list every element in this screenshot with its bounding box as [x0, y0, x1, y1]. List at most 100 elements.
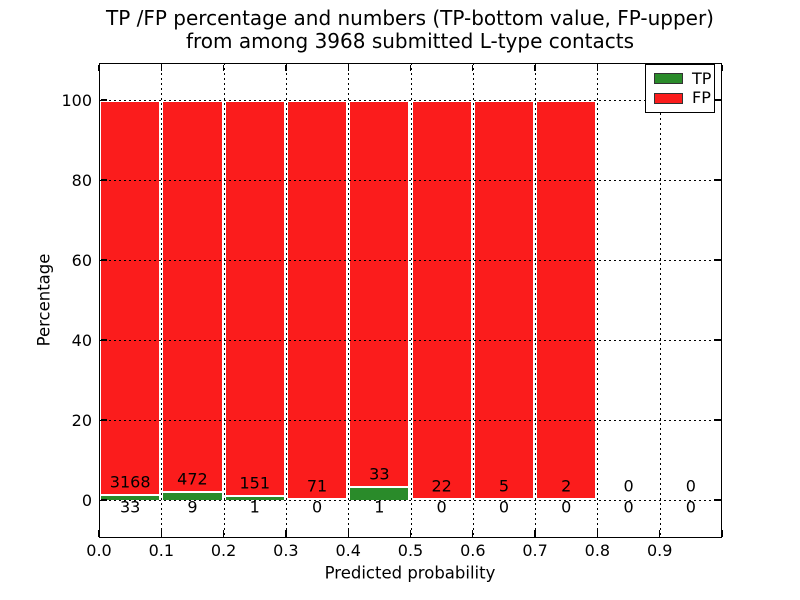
legend-label-fp: FP: [692, 88, 711, 108]
y-tick-left-100: [100, 99, 108, 101]
tp-swatch-icon: [654, 73, 683, 85]
bar-fp-bin-7: [535, 100, 598, 500]
tp-count-label-bin-8: 0: [623, 497, 634, 517]
legend: TP FP: [645, 64, 715, 113]
fp-count-label-bin-2: 151: [239, 473, 271, 493]
gridline-x-0.1: [161, 63, 163, 538]
y-tick-label-0: 0: [81, 490, 92, 510]
legend-label-tp: TP: [692, 68, 712, 88]
x-tick-top-10: [721, 64, 723, 72]
bar-fp-bin-5: [410, 100, 473, 500]
x-tick-top-0: [98, 64, 100, 72]
tp-count-label-bin-1: 9: [187, 497, 198, 517]
x-tick-label-0.2: 0.2: [210, 541, 237, 560]
gridline-x-0.5: [410, 63, 412, 538]
tp-count-label-bin-0: 33: [119, 497, 141, 517]
fp-count-label-bin-6: 5: [498, 476, 510, 496]
x-tick-top-2: [222, 64, 225, 72]
x-tick-label-0.7: 0.7: [522, 541, 548, 560]
y-tick-right-60: [714, 259, 721, 261]
x-tick-label-0.8: 0.8: [584, 541, 611, 560]
legend-entry-fp: FP: [646, 90, 714, 106]
gridline-x-0.9: [659, 63, 661, 538]
x-tick-label-0.5: 0.5: [397, 541, 424, 560]
x-tick-top-7: [534, 64, 536, 72]
x-tick-label-0.9: 0.9: [646, 541, 673, 560]
x-tick-bottom-4: [347, 530, 349, 537]
x-tick-top-6: [472, 64, 474, 72]
x-tick-label-0.4: 0.4: [335, 541, 361, 560]
tp-count-label-bin-4: 1: [374, 497, 385, 517]
tp-count-label-bin-6: 0: [498, 497, 510, 517]
bar-fp-bin-3: [285, 100, 349, 500]
fp-swatch-icon: [654, 92, 683, 104]
y-tick-left-80: [100, 179, 108, 181]
x-tick-bottom-7: [534, 530, 536, 537]
y-tick-left-0: [100, 499, 108, 501]
gridline-x-0.4: [348, 63, 350, 538]
y-tick-right-20: [714, 419, 721, 421]
bar-tp-bin-4: [350, 488, 409, 500]
x-tick-top-8: [596, 64, 599, 72]
bar-fp-bin-6: [472, 100, 536, 500]
chart-title-line2: from among 3968 submitted L-type contact…: [185, 29, 635, 53]
gridline-x-0.6: [472, 63, 474, 538]
x-tick-top-1: [160, 64, 162, 72]
bar-fp-bin-0: [99, 100, 162, 496]
tp-count-label-bin-7: 0: [561, 497, 572, 517]
bar-fp-bin-4: [348, 100, 411, 489]
tp-count-label-bin-3: 0: [311, 497, 323, 517]
x-tick-bottom-10: [721, 530, 723, 537]
x-tick-label-0.3: 0.3: [273, 541, 299, 560]
bar-fp-bin-2: [223, 100, 286, 498]
bar-tp-bin-2: [225, 497, 284, 500]
fp-count-label-bin-3: 71: [306, 476, 328, 496]
plot-area: [99, 63, 722, 538]
x-axis-label: Predicted probability: [324, 563, 496, 583]
y-tick-right-80: [714, 179, 721, 181]
x-tick-bottom-2: [222, 530, 225, 537]
y-tick-right-40: [714, 339, 721, 341]
bar-fp-bin-1: [161, 100, 224, 493]
x-tick-bottom-8: [596, 530, 599, 537]
fp-count-label-bin-4: 33: [369, 464, 390, 484]
chart-title: TP /FP percentage and numbers (TP-bottom…: [106, 7, 714, 53]
y-tick-label-80: 80: [71, 170, 92, 190]
bar-tp-bin-0: [101, 495, 160, 500]
x-tick-label-0.6: 0.6: [460, 541, 486, 560]
x-tick-bottom-6: [472, 530, 474, 537]
chart-title-line1: TP /FP percentage and numbers (TP-bottom…: [106, 6, 714, 30]
bar-tp-bin-1: [163, 492, 222, 500]
x-tick-bottom-3: [285, 530, 287, 537]
gridline-x-0.3: [285, 63, 287, 538]
x-tick-bottom-0: [98, 530, 100, 537]
y-tick-label-40: 40: [71, 330, 92, 350]
y-tick-left-20: [100, 419, 108, 421]
y-tick-left-40: [100, 339, 108, 341]
tp-count-label-bin-5: 0: [436, 497, 447, 517]
y-tick-label-100: 100: [61, 90, 92, 110]
y-axis-label: Percentage: [34, 253, 54, 347]
gridline-x-0.8: [597, 63, 599, 538]
x-tick-top-3: [285, 64, 287, 72]
x-tick-top-5: [409, 64, 412, 72]
fp-count-label-bin-8: 0: [623, 476, 634, 496]
x-tick-bottom-5: [409, 530, 412, 537]
y-tick-label-60: 60: [71, 250, 92, 270]
gridline-x-0.2: [223, 63, 225, 538]
y-tick-right-0: [714, 499, 721, 501]
legend-entry-tp: TP: [646, 68, 714, 88]
tp-count-label-bin-9: 0: [685, 497, 696, 517]
fp-count-label-bin-1: 472: [177, 469, 208, 489]
y-tick-right-100: [714, 99, 721, 101]
x-tick-label-0.1: 0.1: [148, 541, 175, 560]
x-tick-top-4: [347, 64, 349, 72]
fp-count-label-bin-0: 3168: [109, 472, 151, 492]
fp-count-label-bin-7: 2: [561, 476, 572, 496]
x-tick-label-0.0: 0.0: [86, 541, 112, 560]
fp-count-label-bin-9: 0: [685, 476, 696, 496]
tp-count-label-bin-2: 1: [249, 497, 260, 517]
x-tick-bottom-9: [659, 530, 661, 537]
fp-count-label-bin-5: 22: [431, 476, 452, 496]
